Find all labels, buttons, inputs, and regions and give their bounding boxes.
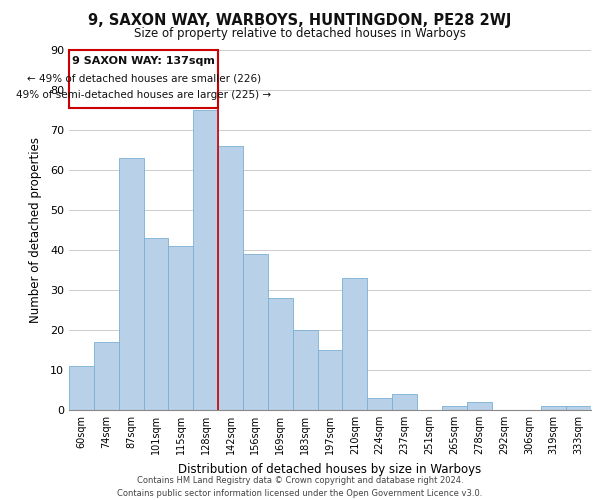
Bar — [367, 398, 392, 410]
Text: Contains HM Land Registry data © Crown copyright and database right 2024.
Contai: Contains HM Land Registry data © Crown c… — [118, 476, 482, 498]
Bar — [143, 238, 169, 410]
Bar — [268, 298, 293, 410]
Bar — [541, 406, 566, 410]
FancyBboxPatch shape — [69, 50, 218, 108]
Text: 9, SAXON WAY, WARBOYS, HUNTINGDON, PE28 2WJ: 9, SAXON WAY, WARBOYS, HUNTINGDON, PE28 … — [88, 12, 512, 28]
Bar — [467, 402, 491, 410]
Text: ← 49% of detached houses are smaller (226): ← 49% of detached houses are smaller (22… — [26, 73, 260, 83]
Text: Size of property relative to detached houses in Warboys: Size of property relative to detached ho… — [134, 28, 466, 40]
Bar — [119, 158, 143, 410]
Bar — [193, 110, 218, 410]
Bar — [392, 394, 417, 410]
Bar — [343, 278, 367, 410]
Y-axis label: Number of detached properties: Number of detached properties — [29, 137, 41, 323]
Bar — [566, 406, 591, 410]
Bar — [442, 406, 467, 410]
Bar — [293, 330, 317, 410]
Bar — [94, 342, 119, 410]
Bar — [317, 350, 343, 410]
Bar — [218, 146, 243, 410]
Bar — [169, 246, 193, 410]
Bar — [243, 254, 268, 410]
Text: 9 SAXON WAY: 137sqm: 9 SAXON WAY: 137sqm — [72, 56, 215, 66]
X-axis label: Distribution of detached houses by size in Warboys: Distribution of detached houses by size … — [178, 462, 482, 475]
Text: 49% of semi-detached houses are larger (225) →: 49% of semi-detached houses are larger (… — [16, 90, 271, 100]
Bar — [69, 366, 94, 410]
